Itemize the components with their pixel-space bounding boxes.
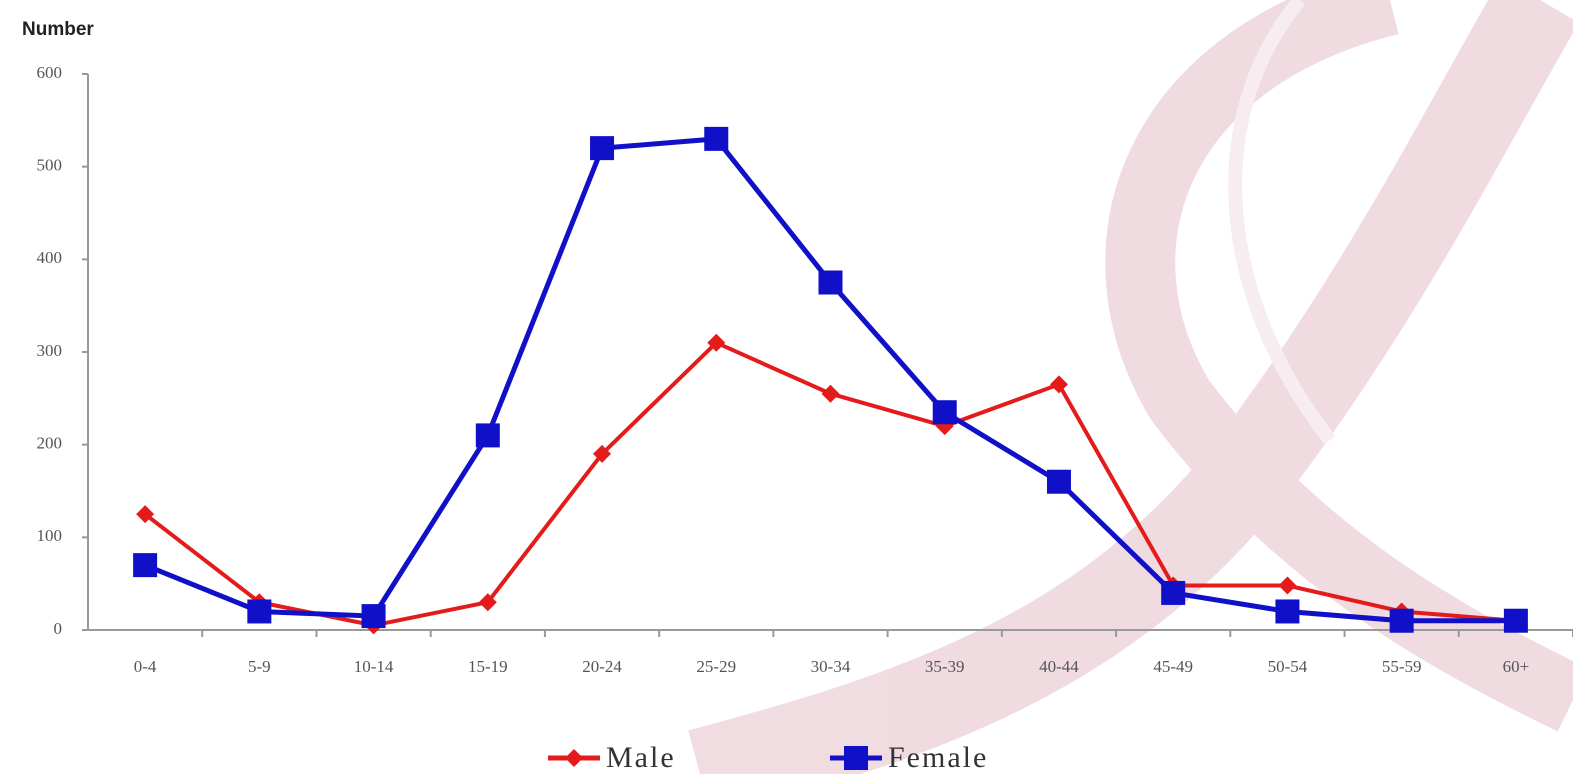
marker xyxy=(1278,576,1297,595)
legend-label: Female xyxy=(888,741,988,774)
marker xyxy=(1049,375,1068,394)
legend: Male Female xyxy=(548,741,988,774)
marker xyxy=(361,604,386,629)
x-tick-label: 5-9 xyxy=(248,657,271,676)
marker xyxy=(1389,608,1414,633)
y-axis-label: Number xyxy=(22,19,94,40)
marker xyxy=(844,746,868,770)
marker xyxy=(1275,599,1300,624)
y-tick-label: 400 xyxy=(37,248,63,267)
x-tick-label: 35-39 xyxy=(925,657,965,676)
y-tick-label: 0 xyxy=(54,619,63,638)
marker xyxy=(590,136,615,161)
marker xyxy=(707,333,726,352)
x-tick-label: 25-29 xyxy=(696,657,736,676)
x-tick-label: 0-4 xyxy=(134,657,157,676)
x-tick-label: 40-44 xyxy=(1039,657,1079,676)
marker xyxy=(1046,469,1071,494)
y-tick-label: 100 xyxy=(37,526,63,545)
x-tick-label: 10-14 xyxy=(354,657,394,676)
marker xyxy=(1503,608,1528,633)
marker xyxy=(247,599,272,624)
x-tick-label: 30-34 xyxy=(811,657,851,676)
y-tick-label: 600 xyxy=(37,63,63,82)
marker xyxy=(704,126,729,151)
marker xyxy=(818,270,843,295)
marker xyxy=(821,384,840,403)
x-tick-label: 50-54 xyxy=(1268,657,1308,676)
x-tick-label: 15-19 xyxy=(468,657,508,676)
y-tick-label: 500 xyxy=(37,156,63,175)
marker xyxy=(593,444,612,463)
x-tick-label: 60+ xyxy=(1503,657,1530,676)
x-tick-label: 55-59 xyxy=(1382,657,1422,676)
y-tick-label: 300 xyxy=(37,341,63,360)
marker xyxy=(1161,580,1186,605)
marker xyxy=(565,749,583,767)
marker xyxy=(136,505,155,524)
y-tick-label: 200 xyxy=(37,434,63,453)
x-tick-label: 45-49 xyxy=(1153,657,1193,676)
background-ribbon xyxy=(688,0,1573,774)
marker xyxy=(932,400,957,425)
legend-label: Male xyxy=(606,741,676,774)
marker xyxy=(133,553,158,578)
marker xyxy=(475,423,500,448)
marker xyxy=(478,593,497,612)
x-tick-label: 20-24 xyxy=(582,657,622,676)
